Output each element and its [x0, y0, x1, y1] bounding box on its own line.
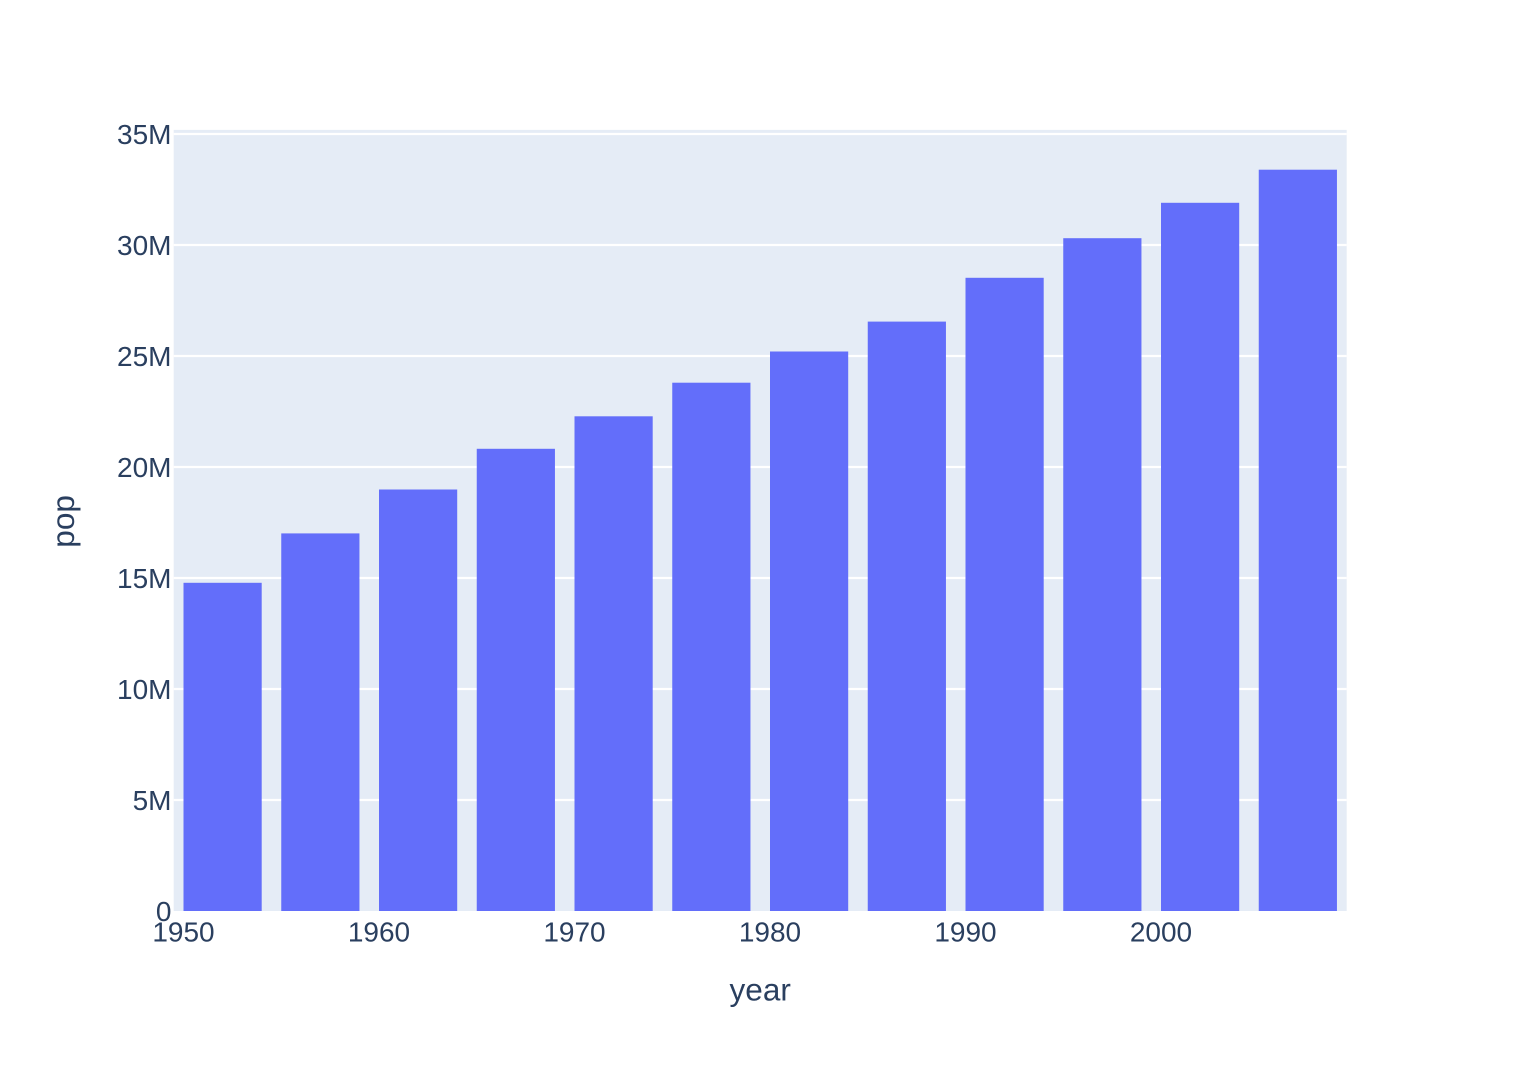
- svg-text:1990: 1990: [934, 917, 996, 948]
- svg-text:15M: 15M: [117, 563, 171, 594]
- svg-text:20M: 20M: [117, 452, 171, 483]
- svg-text:1980: 1980: [739, 917, 801, 948]
- svg-text:2000: 2000: [1130, 917, 1192, 948]
- svg-text:1960: 1960: [348, 917, 410, 948]
- svg-text:1950: 1950: [152, 917, 214, 948]
- svg-text:1970: 1970: [543, 917, 605, 948]
- svg-text:30M: 30M: [117, 230, 171, 261]
- svg-text:5M: 5M: [133, 785, 172, 816]
- svg-text:year: year: [730, 971, 791, 1007]
- svg-text:pop: pop: [45, 495, 81, 548]
- svg-text:25M: 25M: [117, 341, 171, 372]
- svg-text:0: 0: [156, 896, 172, 927]
- svg-text:10M: 10M: [117, 674, 171, 705]
- svg-text:35M: 35M: [117, 119, 171, 150]
